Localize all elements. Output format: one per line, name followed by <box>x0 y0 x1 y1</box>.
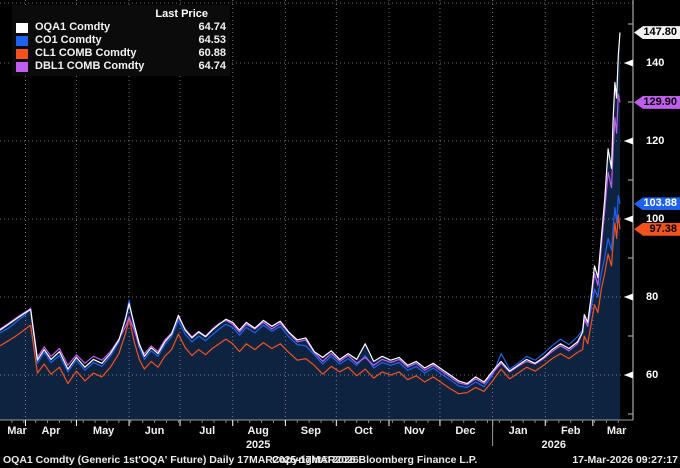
legend-item-oqa1[interactable]: OQA1 Comdty 64.74 <box>16 21 226 34</box>
x-axis-month-label: Apr <box>41 425 61 437</box>
co1-color-swatch-icon <box>16 35 28 46</box>
series-line-3 <box>0 93 621 386</box>
legend-title: Last Price <box>155 8 208 20</box>
legend-item-value: 64.74 <box>198 21 226 33</box>
x-axis-month-label: Mar <box>7 425 27 437</box>
legend-panel: Last Price OQA1 Comdty 64.74 CO1 Comdty … <box>12 5 230 76</box>
legend-item-value: 64.74 <box>198 60 226 72</box>
x-axis-year-label: 2025 <box>245 439 271 451</box>
y-axis-tick-label: 80 <box>646 291 659 303</box>
x-axis-month-label: Jun <box>144 425 165 437</box>
last-price-label-dbl1: 129.90 <box>634 95 680 109</box>
chart-description: OQA1 Comdty (Generic 1st'OQA' Future) Da… <box>3 454 359 466</box>
legend-item-label: DBL1 COMB Comdty <box>35 60 145 72</box>
timestamp: 17-Mar-2026 09:27:17 <box>572 454 678 466</box>
last-price-label-co1: 103.88 <box>634 197 680 211</box>
dbl1-color-swatch-icon <box>16 61 28 72</box>
legend-item-cl1[interactable]: CL1 COMB Comdty 60.88 <box>16 47 226 60</box>
legend-item-label: CO1 Comdty <box>35 34 102 46</box>
legend-item-label: CL1 COMB Comdty <box>35 47 137 59</box>
y-axis-tick-label: 140 <box>646 57 665 69</box>
x-axis-month-label: Dec <box>455 425 476 437</box>
area-fill <box>0 32 620 420</box>
x-axis-month-label: Feb <box>560 425 581 437</box>
legend-item-dbl1[interactable]: DBL1 COMB Comdty 64.74 <box>16 60 226 73</box>
x-axis-month-label: Jan <box>508 425 528 437</box>
last-price-label-cl1: 97.38 <box>634 222 680 236</box>
last-price-label-oqa1: 147.80 <box>634 26 680 40</box>
series-line-2 <box>0 214 621 395</box>
legend-item-label: OQA1 Comdty <box>35 21 111 33</box>
x-axis-month-label: Nov <box>404 425 425 437</box>
x-axis-year-label: 2026 <box>541 439 566 451</box>
x-axis-month-label: May <box>92 425 115 437</box>
x-axis-month-label: Aug <box>247 425 269 437</box>
x-axis-month-label: Sep <box>300 425 321 437</box>
x-axis-month-label: Mar <box>606 425 627 437</box>
y-axis-tick-label: 60 <box>646 369 659 381</box>
cl1-color-swatch-icon <box>16 48 28 59</box>
copyright-text: Copyright© 2026 Bloomberg Finance L.P. <box>272 454 478 466</box>
y-axis-tick-label: 120 <box>646 135 665 147</box>
series-line-1 <box>0 195 621 389</box>
y-axis-tick-label: 100 <box>646 213 665 225</box>
legend-item-co1[interactable]: CO1 Comdty 64.53 <box>16 34 226 47</box>
series-line-0 <box>0 32 621 385</box>
x-axis-month-label: Oct <box>354 425 373 437</box>
legend-item-value: 60.88 <box>198 47 226 59</box>
oqa1-color-swatch-icon <box>16 22 28 33</box>
x-axis-month-label: Jul <box>199 425 216 437</box>
legend-item-value: 64.53 <box>198 34 226 46</box>
